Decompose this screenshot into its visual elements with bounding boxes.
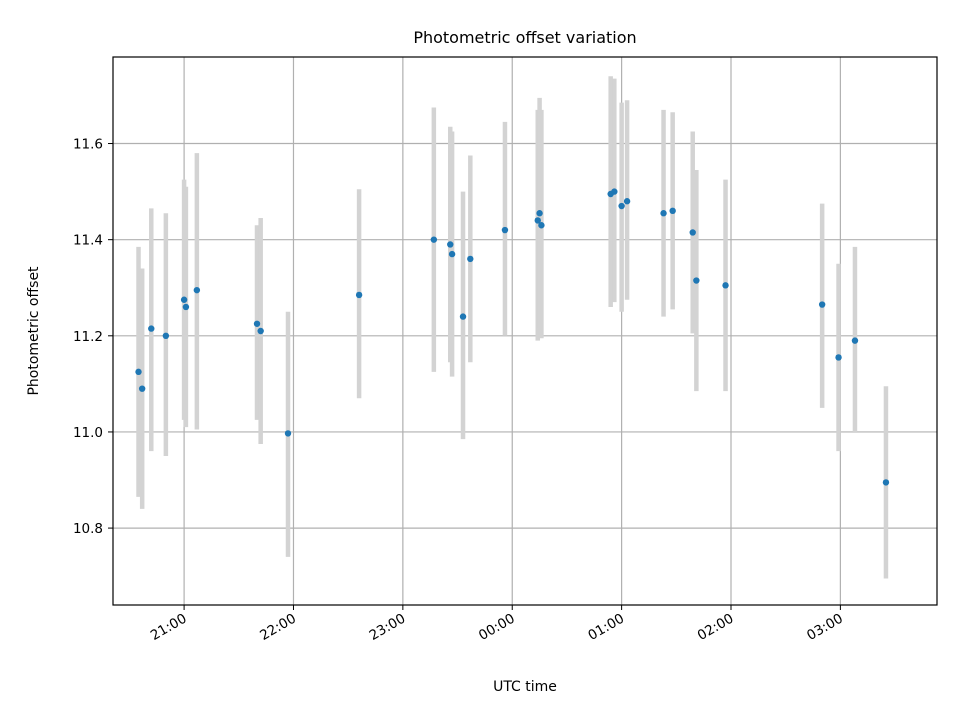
- data-point: [467, 255, 474, 263]
- data-points: [135, 188, 890, 486]
- data-point: [148, 325, 155, 332]
- data-point: [135, 368, 142, 376]
- data-point: [257, 327, 264, 335]
- data-point: [193, 286, 201, 294]
- data-point: [689, 229, 696, 236]
- data-point: [538, 222, 545, 229]
- data-point: [162, 332, 170, 340]
- data-point: [882, 479, 890, 486]
- y-tick-label: 11.6: [73, 137, 103, 153]
- data-point: [536, 210, 543, 217]
- data-point: [501, 226, 509, 234]
- data-point: [430, 236, 438, 243]
- data-point: [818, 301, 826, 308]
- data-point: [693, 277, 700, 284]
- data-point: [182, 303, 190, 311]
- data-point: [722, 282, 729, 289]
- data-point: [835, 354, 842, 361]
- y-tick-label: 11.0: [73, 425, 103, 441]
- data-point: [459, 313, 467, 320]
- grid: [113, 57, 937, 605]
- data-point: [611, 188, 618, 195]
- data-point: [180, 296, 188, 303]
- data-point: [660, 210, 667, 217]
- y-axis-label: Photometric offset: [26, 266, 42, 396]
- data-point: [284, 430, 292, 437]
- y-axis-ticks: 10.8 11.0 11.2 11.4 11.6: [73, 137, 113, 537]
- data-point: [138, 385, 146, 392]
- x-axis-label: UTC time: [493, 679, 557, 695]
- chart-title: Photometric offset variation: [413, 28, 636, 47]
- data-point: [355, 291, 363, 299]
- data-point: [534, 217, 541, 224]
- data-point: [623, 198, 631, 205]
- data-point: [447, 241, 454, 248]
- y-tick-label: 11.2: [73, 329, 103, 345]
- data-point: [448, 250, 456, 258]
- plot-frame: [112, 56, 938, 606]
- data-point: [253, 320, 261, 327]
- data-point: [851, 337, 859, 344]
- data-point: [618, 202, 625, 210]
- data-point: [669, 207, 676, 215]
- y-tick-label: 11.4: [73, 233, 103, 249]
- y-tick-label: 10.8: [73, 521, 103, 537]
